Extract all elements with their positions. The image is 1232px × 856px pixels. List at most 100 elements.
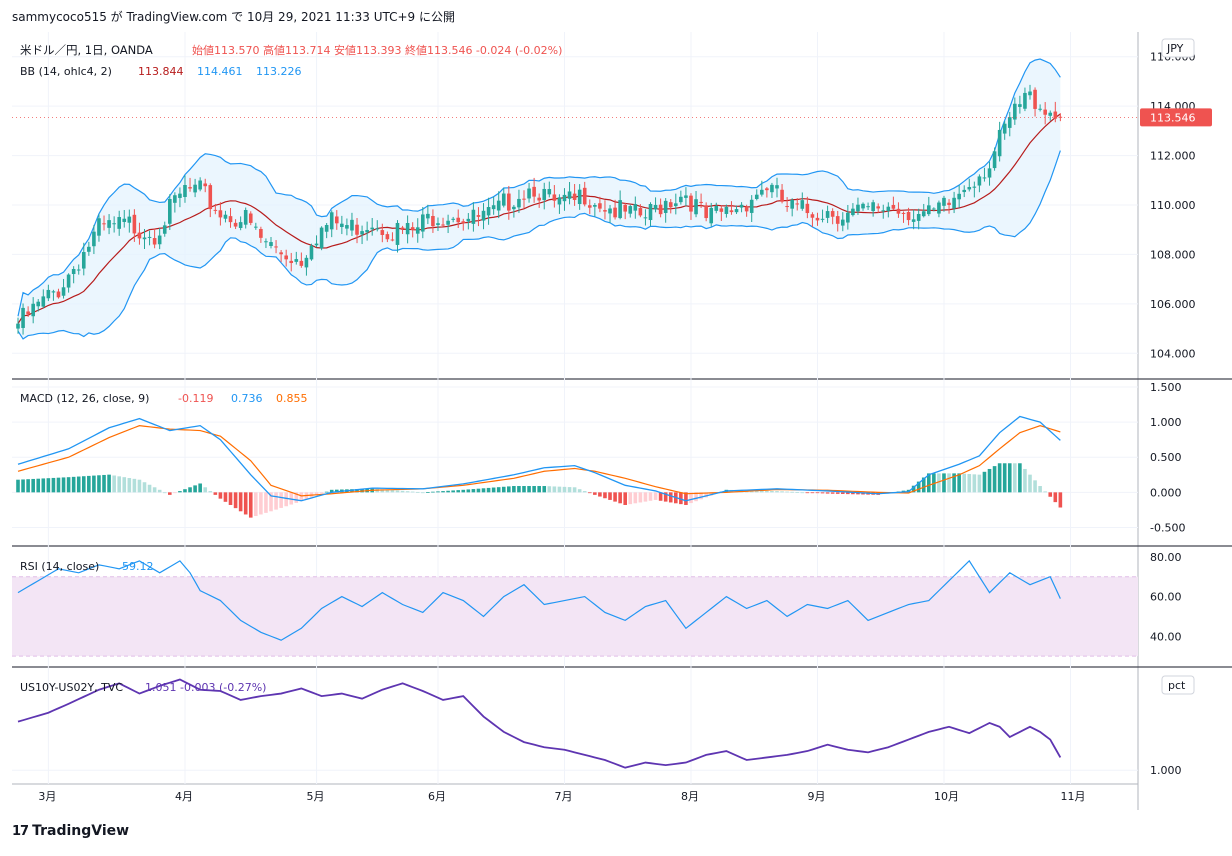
candle-body	[881, 210, 886, 212]
macd-histogram-bar	[137, 479, 142, 493]
macd-histogram-bar	[517, 486, 521, 493]
price-tick-label: 104.000	[1150, 347, 1196, 360]
candle-body	[846, 212, 850, 223]
macd-histogram-bar	[810, 492, 815, 494]
bb-basis-value: 113.844	[138, 65, 184, 78]
candle-body	[932, 208, 936, 210]
macd-hist-value: -0.119	[178, 392, 213, 405]
candle-body	[178, 193, 182, 198]
macd-histogram-bar	[587, 492, 592, 494]
macd-histogram-bar	[26, 479, 30, 493]
candle-body	[744, 206, 749, 212]
candle-body	[304, 257, 309, 268]
candle-body	[572, 193, 577, 200]
candle-body	[279, 252, 283, 255]
macd-histogram-bar	[562, 486, 567, 493]
macd-histogram-bar	[547, 486, 552, 493]
macd-histogram-bar	[527, 486, 531, 493]
currency-badge[interactable]	[1161, 38, 1195, 58]
time-tick-label: 6月	[428, 790, 446, 803]
candle-body	[16, 323, 20, 329]
candle-body	[582, 187, 587, 205]
macd-histogram-bar	[992, 466, 997, 493]
candle-body	[1028, 91, 1032, 96]
macd-histogram-bar	[334, 489, 339, 493]
candle-body	[891, 204, 896, 209]
candle-body	[704, 205, 708, 219]
macd-histogram-bar	[775, 491, 779, 493]
candle-body	[309, 245, 314, 260]
macd-histogram-bar	[426, 492, 430, 493]
macd-histogram-bar	[947, 473, 951, 493]
rsi-tick-label: 60.00	[1150, 591, 1182, 604]
candle-body	[603, 210, 607, 212]
macd-histogram-bar	[689, 492, 693, 504]
macd-histogram-bar	[613, 492, 617, 502]
candle-body	[421, 214, 425, 232]
tradingview-logo[interactable]: 17 TradingView	[12, 823, 129, 839]
candle-body	[102, 223, 106, 225]
candle-body	[512, 206, 516, 210]
candle-body	[982, 177, 987, 179]
candle-body	[557, 197, 562, 205]
candle-body	[117, 217, 121, 229]
currency-label: JPY	[1166, 42, 1184, 55]
candle-body	[800, 200, 805, 209]
macd-histogram-bar	[127, 478, 132, 493]
candle-body	[653, 204, 658, 210]
candle-body	[709, 207, 714, 224]
macd-histogram-bar	[916, 481, 921, 493]
macd-histogram-bar	[603, 492, 607, 499]
candle-body	[780, 189, 784, 202]
macd-histogram-bar	[638, 492, 643, 503]
macd-histogram-bar	[36, 478, 41, 493]
candle-body	[466, 218, 471, 222]
macd-histogram-bar	[385, 489, 390, 493]
macd-histogram-bar	[856, 492, 860, 495]
macd-histogram-bar	[987, 468, 992, 493]
macd-histogram-bar	[107, 474, 111, 493]
candle-body	[228, 216, 233, 223]
macd-histogram-bar	[1018, 463, 1022, 493]
candle-body	[213, 209, 218, 211]
candle-body	[598, 203, 602, 209]
macd-histogram-bar	[264, 492, 268, 513]
macd-histogram-bar	[537, 486, 541, 493]
macd-histogram-bar	[122, 477, 127, 493]
macd-tick-label: -0.500	[1150, 521, 1185, 534]
spread-label: US10Y-US02Y, TVC	[20, 681, 123, 694]
macd-histogram-bar	[1033, 480, 1037, 493]
candle-body	[486, 207, 491, 216]
macd-histogram-bar	[830, 492, 835, 494]
candle-body	[815, 217, 820, 221]
unit-badge[interactable]	[1161, 675, 1195, 695]
macd-histogram-bar	[1013, 463, 1017, 493]
candle-body	[476, 215, 481, 217]
macd-histogram-bar	[694, 492, 698, 502]
candle-body	[517, 198, 521, 208]
candle-body	[658, 204, 663, 215]
macd-histogram-bar	[765, 490, 769, 493]
candle-body	[648, 203, 653, 221]
macd-histogram-bar	[835, 492, 840, 494]
candle-body	[198, 180, 202, 190]
macd-signal-value: 0.855	[276, 392, 308, 405]
candle-body	[223, 214, 228, 219]
last-price-badge[interactable]	[1140, 108, 1212, 127]
candle-body	[866, 206, 870, 208]
candle-body	[168, 199, 172, 224]
macd-label: MACD (12, 26, close, 9)	[20, 392, 149, 405]
rsi-label: RSI (14, close)	[20, 560, 99, 573]
macd-histogram-bar	[461, 489, 466, 493]
candle-body	[274, 246, 278, 248]
candle-body	[694, 199, 698, 215]
candle-body	[871, 202, 875, 212]
macd-histogram-bar	[481, 488, 486, 493]
bb-label: BB (14, ohlc4, 2)	[20, 65, 112, 78]
candle-body	[587, 205, 592, 208]
candle-body	[962, 189, 967, 193]
price-tick-label: 106.000	[1150, 298, 1196, 311]
candle-body	[623, 204, 627, 212]
spread-value: 1.051 -0.003 (-0.27%)	[145, 681, 266, 694]
